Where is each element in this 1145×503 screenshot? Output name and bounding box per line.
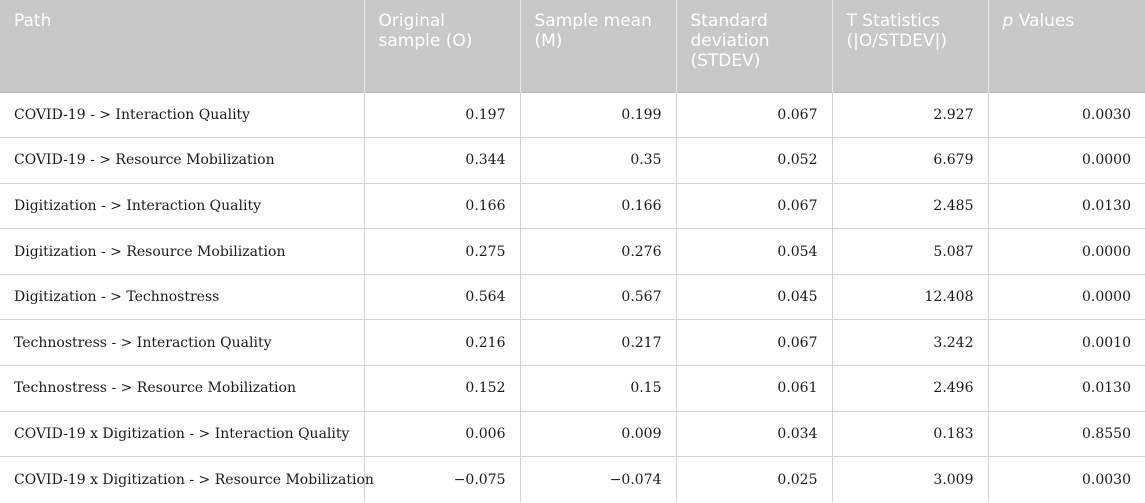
cell-path: Technostress - > Interaction Quality — [0, 319, 364, 366]
cell-path: COVID-19 - > Resource Mobilization — [0, 137, 364, 184]
cell-t-statistics: 6.679 — [831, 137, 988, 184]
cell-sample-mean: −0.074 — [519, 456, 676, 503]
cell-sample-mean: 0.199 — [519, 91, 676, 138]
header-p-italic: p — [1002, 11, 1014, 31]
cell-t-statistics: 12.408 — [831, 273, 988, 320]
cell-path: Digitization - > Resource Mobilization — [0, 228, 364, 275]
cell-t-statistics: 0.183 — [831, 410, 988, 457]
cell-t-statistics: 2.496 — [831, 365, 988, 412]
cell-t-statistics: 2.485 — [831, 182, 988, 229]
cell-standard-deviation: 0.045 — [675, 273, 832, 320]
cell-p-value: 0.0030 — [987, 456, 1145, 503]
cell-original-sample: 0.006 — [363, 410, 520, 457]
cell-t-statistics: 5.087 — [831, 228, 988, 275]
header-sample-mean: Sample mean (M) — [519, 0, 677, 92]
cell-original-sample: 0.166 — [363, 182, 520, 229]
table-row: COVID-19 x Digitization - > Resource Mob… — [0, 456, 1145, 503]
cell-path: COVID-19 - > Interaction Quality — [0, 91, 364, 138]
cell-sample-mean: 0.567 — [519, 273, 676, 320]
cell-original-sample: 0.344 — [363, 137, 520, 184]
table-row: Digitization - > Resource Mobilization 0.… — [0, 228, 1145, 275]
header-path: Path — [0, 0, 365, 92]
header-row: Path Original sample (O) Sample mean (M)… — [0, 0, 1145, 92]
cell-standard-deviation: 0.034 — [675, 410, 832, 457]
cell-original-sample: −0.075 — [363, 456, 520, 503]
table-row: Technostress - > Interaction Quality 0.21… — [0, 319, 1145, 366]
cell-path: Technostress - > Resource Mobilization — [0, 365, 364, 412]
cell-p-value: 0.0030 — [987, 91, 1145, 138]
cell-p-value: 0.0010 — [987, 319, 1145, 366]
cell-path: COVID-19 x Digitization - > Resource Mob… — [0, 456, 374, 503]
cell-p-value: 0.0000 — [987, 137, 1145, 184]
table-row: Technostress - > Resource Mobilization 0.… — [0, 365, 1145, 412]
cell-path: Digitization - > Interaction Quality — [0, 182, 364, 229]
cell-p-value: 0.0000 — [987, 228, 1145, 275]
cell-path: COVID-19 x Digitization - > Interaction … — [0, 410, 364, 457]
header-p-values: p Values — [987, 0, 1145, 92]
cell-standard-deviation: 0.067 — [675, 319, 832, 366]
cell-p-value: 0.0000 — [987, 273, 1145, 320]
cell-path: Digitization - > Technostress — [0, 273, 364, 320]
cell-original-sample: 0.216 — [363, 319, 520, 366]
cell-p-value: 0.0130 — [987, 365, 1145, 412]
cell-original-sample: 0.275 — [363, 228, 520, 275]
cell-sample-mean: 0.166 — [519, 182, 676, 229]
cell-t-statistics: 3.242 — [831, 319, 988, 366]
cell-original-sample: 0.152 — [363, 365, 520, 412]
cell-sample-mean: 0.276 — [519, 228, 676, 275]
cell-p-value: 0.0130 — [987, 182, 1145, 229]
table-row: COVID-19 - > Interaction Quality 0.197 0.1… — [0, 91, 1145, 138]
table-row: Digitization - > Interaction Quality 0.16… — [0, 182, 1145, 229]
cell-original-sample: 0.197 — [363, 91, 520, 138]
cell-standard-deviation: 0.067 — [675, 91, 832, 138]
cell-standard-deviation: 0.054 — [675, 228, 832, 275]
cell-t-statistics: 2.927 — [831, 91, 988, 138]
cell-standard-deviation: 0.052 — [675, 137, 832, 184]
cell-standard-deviation: 0.025 — [675, 456, 832, 503]
cell-sample-mean: 0.35 — [519, 137, 676, 184]
cell-original-sample: 0.564 — [363, 273, 520, 320]
table-row: COVID-19 x Digitization - > Interaction … — [0, 410, 1145, 457]
table-row: Digitization - > Technostress 0.564 0.567 0… — [0, 273, 1145, 320]
header-t-statistics: T Statistics (|O/STDEV|) — [831, 0, 989, 92]
cell-sample-mean: 0.009 — [519, 410, 676, 457]
header-p-rest: Values — [1013, 11, 1075, 31]
cell-standard-deviation: 0.061 — [675, 365, 832, 412]
header-original-sample: Original sample (O) — [363, 0, 521, 92]
cell-sample-mean: 0.217 — [519, 319, 676, 366]
table-row: COVID-19 - > Resource Mobilization 0.344 0… — [0, 137, 1145, 184]
cell-p-value: 0.8550 — [987, 410, 1145, 457]
header-standard-deviation: Standard deviation (STDEV) — [675, 0, 833, 92]
cell-standard-deviation: 0.067 — [675, 182, 832, 229]
table-body: COVID-19 - > Interaction Quality 0.197 0.1… — [0, 91, 1145, 503]
cell-sample-mean: 0.15 — [519, 365, 676, 412]
table-header: Path Original sample (O) Sample mean (M)… — [0, 0, 1145, 92]
cell-t-statistics: 3.009 — [831, 456, 988, 503]
